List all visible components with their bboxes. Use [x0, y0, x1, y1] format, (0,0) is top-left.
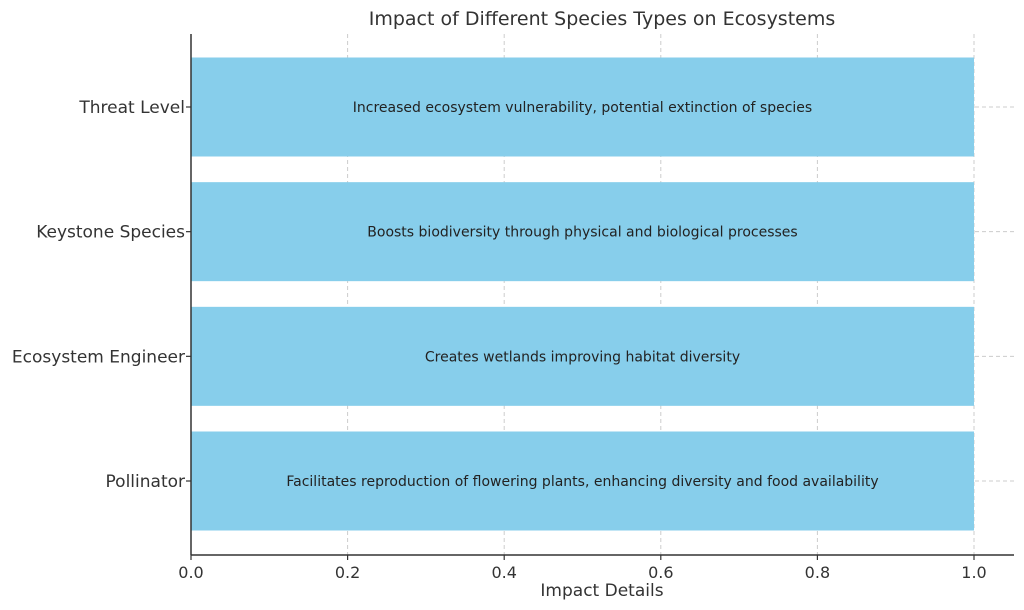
y-category-label: Pollinator: [106, 472, 185, 492]
y-category-label: Threat Level: [78, 98, 185, 118]
bar-keystone-species: [191, 182, 974, 282]
x-axis-ticks: 0.0 0.2 0.4 0.6 0.8 1.0: [178, 555, 987, 582]
x-axis-label: Impact Details: [540, 581, 663, 601]
bar-pollinator: [191, 431, 974, 531]
y-axis-categories: Pollinator Ecosystem Engineer Keystone Spe…: [12, 98, 191, 492]
bars: Facilitates reproduction of flowering pl…: [191, 57, 974, 531]
bar-annotation: Boosts biodiversity through physical and…: [367, 225, 797, 241]
y-category-label: Ecosystem Engineer: [12, 347, 185, 367]
chart-title: Impact of Different Species Types on Eco…: [369, 8, 836, 30]
bar-annotation: Increased ecosystem vulnerability, poten…: [353, 100, 812, 116]
bar-annotation: Creates wetlands improving habitat diver…: [425, 349, 740, 365]
y-category-label: Keystone Species: [36, 223, 185, 243]
bar-annotation: Facilitates reproduction of flowering pl…: [286, 474, 878, 490]
x-tick-label: 1.0: [961, 563, 986, 582]
bar-ecosystem-engineer: [191, 306, 974, 406]
x-tick-label: 0.8: [805, 563, 830, 582]
x-tick-label: 0.6: [648, 563, 673, 582]
x-tick-label: 0.0: [178, 563, 203, 582]
x-tick-label: 0.4: [491, 563, 516, 582]
x-tick-label: 0.2: [335, 563, 360, 582]
bar-threat-level: [191, 57, 974, 157]
